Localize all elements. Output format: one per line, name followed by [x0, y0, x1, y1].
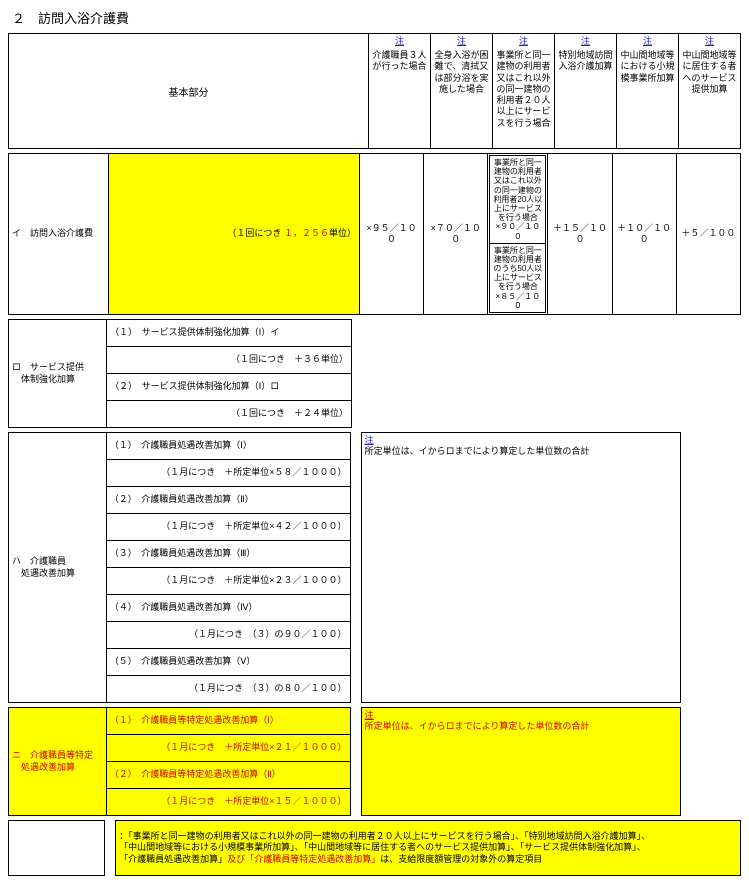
row-ha-5t: （５） 介護職員処遇改善加算（Ⅴ）	[106, 649, 350, 676]
row-ha-2t: （２） 介護職員処遇改善加算（Ⅱ）	[106, 487, 350, 514]
row-ro-item-2: （２） サービス提供体制強化加算（Ⅰ）ロ	[107, 374, 352, 401]
unit-number: １，２５６	[284, 228, 329, 238]
row-ro-item-1: （１） サービス提供体制強化加算（Ⅰ）イ	[107, 320, 352, 347]
header-col-1: 注 介護職員３人が行った場合	[369, 34, 431, 149]
row-ro-item-2r: （１回につき ＋２４単位）	[107, 401, 352, 428]
row-ni-table: ニ 介護職員等特定 処遇改善加算 （１） 介護職員等特定処遇改善加算（Ⅰ） 注 …	[8, 707, 681, 816]
row-ha-4t: （４） 介護職員処遇改善加算（Ⅳ）	[106, 595, 350, 622]
row-ha-3r: （１月につき ＋所定単位×２３／１０００）	[106, 568, 350, 595]
footer-table: ：「事業所と同一建物の利用者又はこれ以外の同一建物の利用者２０人以上にサービスを…	[8, 820, 741, 876]
row-ha-3t: （３） 介護職員処遇改善加算（Ⅲ）	[106, 541, 350, 568]
row-i-c4: ＋１５／１００	[548, 154, 612, 315]
row-ro-label: ロ サービス提供 体制強化加算	[9, 320, 107, 428]
header-col-6: 注 中山間地域等に居住する者へのサービス提供加算	[679, 34, 741, 149]
row-ha-4r: （１月につき （３）の９０／１００）	[106, 622, 350, 649]
header-col-4: 注 特別地域訪問入浴介護加算	[555, 34, 617, 149]
row-ro-item-1r: （１回につき ＋３６単位）	[107, 347, 352, 374]
row-ha-table: ハ 介護職員 処遇改善加算 （１） 介護職員処遇改善加算（Ⅰ） 注 所定単位は、…	[8, 432, 681, 703]
note-link[interactable]: 注	[620, 36, 675, 50]
page-title: ２ 訪問入浴介護費	[12, 8, 741, 27]
row-ni-note: 注 所定単位は、イからロまでにより算定した単位数の合計	[361, 708, 680, 816]
note-link[interactable]: 注	[372, 36, 427, 50]
row-ha-2r: （１月につき ＋所定単位×４２／１０００）	[106, 514, 350, 541]
note-link[interactable]: 注	[496, 36, 551, 50]
row-ni-label: ニ 介護職員等特定 処遇改善加算	[9, 708, 107, 816]
row-ha-1t: （１） 介護職員処遇改善加算（Ⅰ）	[106, 433, 350, 460]
footer-left	[9, 821, 105, 876]
row-i-c6: ＋５／１００	[676, 154, 740, 315]
note-link[interactable]: 注	[558, 36, 613, 50]
note-link[interactable]: 注	[682, 36, 737, 50]
row-i-label: イ 訪問入浴介護費	[9, 154, 109, 315]
row-ha-note: 注 所定単位は、イからロまでにより算定した単位数の合計	[361, 433, 680, 703]
row-i-table: イ 訪問入浴介護費 （１回につき １，２５６単位） ×９５／１００ ×７０／１０…	[8, 153, 741, 315]
row-ni-1t: （１） 介護職員等特定処遇改善加算（Ⅰ）	[106, 708, 350, 735]
row-i-unit-cell: （１回につき １，２５６単位）	[109, 154, 360, 315]
row-ni-2r: （１月につき ＋所定単位×１５／１０００）	[106, 789, 350, 816]
row-ro-table: ロ サービス提供 体制強化加算 （１） サービス提供体制強化加算（Ⅰ）イ （１回…	[8, 319, 352, 428]
note-link[interactable]: 注	[365, 435, 374, 445]
row-ha-5r: （１月につき （３）の８０／１００）	[106, 676, 350, 703]
row-i-c2: ×７０／１００	[424, 154, 488, 315]
header-basic: 基本部分	[9, 34, 369, 149]
row-ni-2t: （２） 介護職員等特定処遇改善加算（Ⅱ）	[106, 762, 350, 789]
row-i-c1: ×９５／１００	[359, 154, 423, 315]
note-link[interactable]: 注	[434, 36, 489, 50]
header-table: 基本部分 注 介護職員３人が行った場合 注 全身入浴が困難で、清拭又は部分浴を実…	[8, 33, 741, 149]
header-col-2: 注 全身入浴が困難で、清拭又は部分浴を実施した場合	[431, 34, 493, 149]
row-ha-label: ハ 介護職員 処遇改善加算	[9, 433, 107, 703]
header-col-3: 注 事業所と同一建物の利用者又はこれ以外の同一建物の利用者２０人以上にサービスを…	[493, 34, 555, 149]
row-ha-1r: （１月につき ＋所定単位×５８／１０００）	[106, 460, 350, 487]
header-col-5: 注 中山間地域等における小規模事業所加算	[617, 34, 679, 149]
row-ni-1r: （１月につき ＋所定単位×２１／１０００）	[106, 735, 350, 762]
row-i-c5: ＋１０／１００	[612, 154, 676, 315]
footer-text: ：「事業所と同一建物の利用者又はこれ以外の同一建物の利用者２０人以上にサービスを…	[116, 821, 741, 876]
note-link[interactable]: 注	[365, 710, 374, 720]
row-i-c3: 事業所と同一建物の利用者又はこれ以外の同一建物の利用者20人以上にサービスを行う…	[488, 154, 548, 315]
